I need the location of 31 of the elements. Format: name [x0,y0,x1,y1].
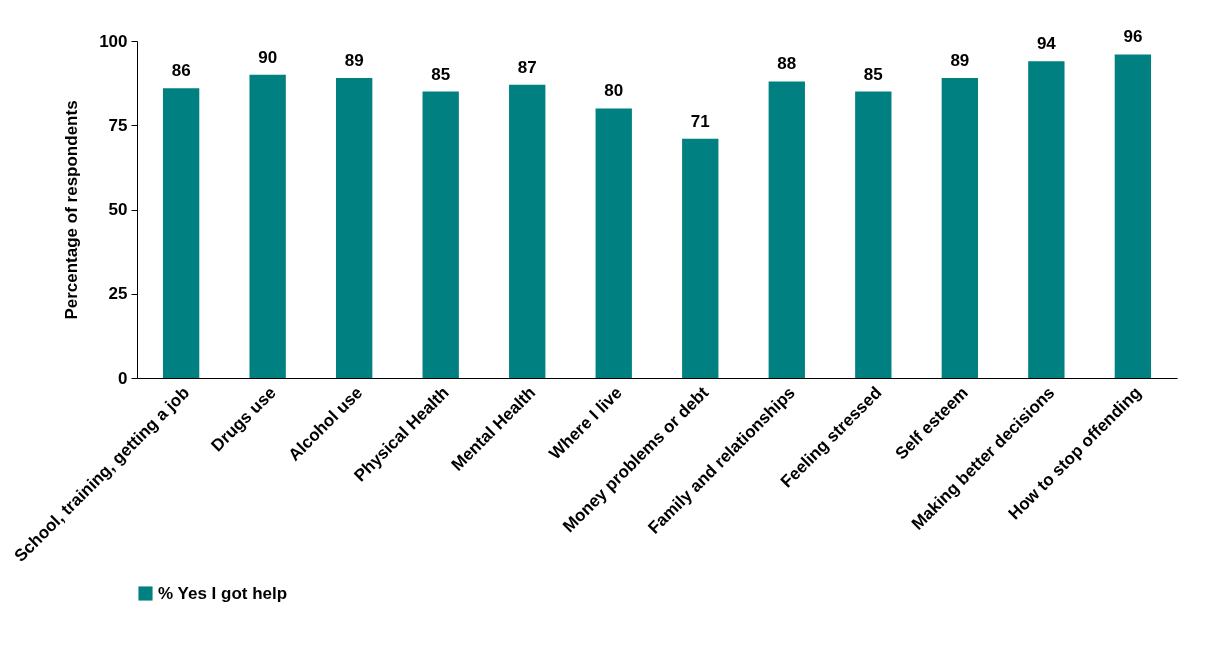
bar [1028,61,1065,378]
data-label: 85 [863,64,883,84]
y-tick-label: 75 [108,115,128,135]
data-label: 80 [604,81,624,101]
bar [162,88,200,378]
bar [509,84,546,378]
y-tick-label: 50 [108,200,128,219]
bar [1114,54,1152,378]
bar [595,108,632,378]
y-axis-title: Percentage of respondents [62,100,82,320]
data-label: 94 [1036,34,1057,54]
y-tick-label: 25 [108,284,128,304]
data-label: 71 [690,111,710,131]
data-label: 89 [344,51,364,71]
bar [422,91,459,378]
bar [249,74,286,378]
data-label: 90 [258,47,278,67]
data-label: 87 [517,57,537,77]
bar [855,91,892,378]
y-tick-label: 0 [118,368,128,388]
data-label: 96 [1123,27,1143,47]
legend-label: % Yes I got help [158,583,288,603]
bar [682,138,719,378]
bar [336,78,373,378]
data-label: 89 [950,51,970,71]
data-label: 86 [171,61,191,81]
y-tick-label: 100 [99,31,128,51]
bar [941,78,978,378]
data-label: 85 [431,64,451,84]
bar [768,81,805,378]
data-label: 88 [777,54,797,74]
